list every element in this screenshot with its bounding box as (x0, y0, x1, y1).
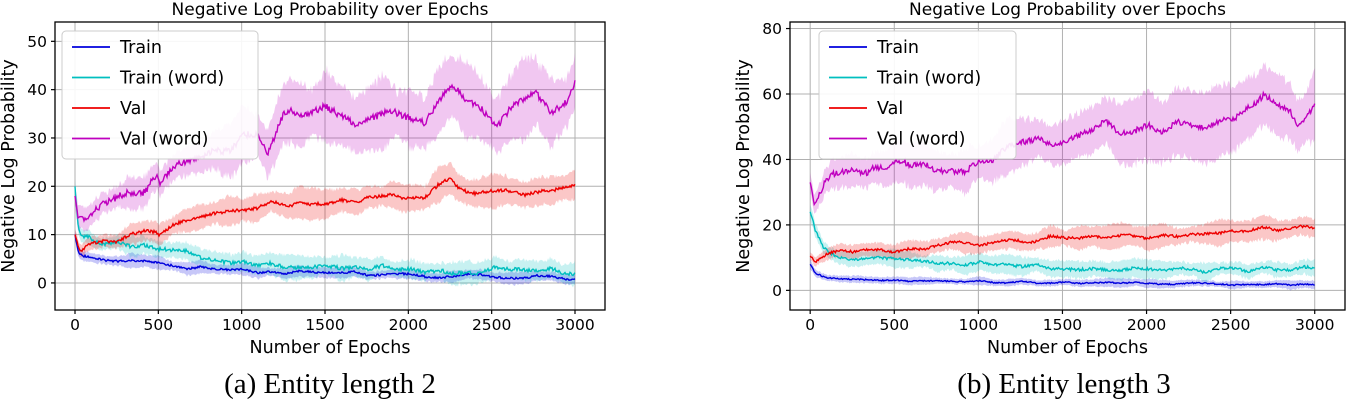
x-tick-label: 2000 (389, 316, 428, 334)
legend: Train Train (word) Val Val (word) (61, 30, 259, 160)
x-tick-label: 2000 (1127, 316, 1166, 334)
band-Val (75, 161, 575, 258)
x-tick-label: 500 (144, 316, 174, 334)
caption-b: (b) Entity length 3 (957, 368, 1171, 400)
line-Train (word) (809, 211, 1315, 275)
axes-frame (54, 21, 606, 311)
x-tick-label: 3000 (555, 316, 594, 334)
x-tick-label: 1000 (222, 316, 261, 334)
axes-frame (789, 21, 1346, 311)
band-Val (word) (810, 62, 1315, 214)
chart-title: Negative Log Probability over Epochs (172, 0, 489, 20)
y-tick-label: 20 (762, 216, 782, 234)
chart-b-svg: 0 500 1000 1500 2000 2500 3000 0 20 40 60 80 Negativ… (734, 0, 1346, 358)
x-tick-label: 2500 (472, 316, 511, 334)
legend-label: Train (119, 38, 162, 58)
y-tick-label: 40 (27, 81, 47, 99)
caption-a: (a) Entity length 2 (224, 368, 436, 400)
plot-area (74, 52, 576, 288)
legend-label: Val (word) (877, 130, 965, 150)
legend-label: Val (word) (120, 130, 208, 150)
x-tick-label: 1500 (305, 316, 344, 334)
line-Val (74, 177, 576, 253)
x-tick-label: 0 (70, 316, 80, 334)
legend-label: Val (120, 99, 146, 119)
line-Train (word) (74, 186, 576, 278)
legend: Train Train (word) Val Val (word) (818, 30, 1017, 160)
y-tick-label: 10 (27, 226, 47, 244)
y-tick-label: 60 (762, 86, 782, 104)
line-Val (word) (809, 90, 1316, 207)
legend-label: Train (word) (876, 69, 981, 89)
chart-panel-a: 0 500 1000 1500 2000 2500 3000 0 10 20 30 40 50 Negat… (0, 0, 680, 416)
y-tick-label: 50 (27, 33, 47, 51)
y-axis-label: Negative Log Probability (734, 59, 754, 272)
x-tick-label: 3000 (1295, 316, 1334, 334)
y-tick-label: 30 (27, 129, 47, 147)
line-Train (809, 263, 1315, 287)
y-axis-label: Negative Log Probability (0, 59, 19, 272)
x-tick-label: 0 (805, 316, 815, 334)
x-tick-label: 1500 (1043, 316, 1082, 334)
band-Val (word) (75, 52, 575, 234)
legend-label: Train (876, 38, 919, 58)
x-tick-label: 500 (879, 316, 909, 334)
chart-a-svg: 0 500 1000 1500 2000 2500 3000 0 10 20 30 40 50 Negat… (0, 0, 606, 358)
y-tick-label: 0 (37, 274, 47, 292)
tick-labels: 0 500 1000 1500 2000 2500 3000 0 10 20 30 40 50 (27, 33, 594, 334)
y-tick-label: 20 (27, 178, 47, 196)
line-Val (809, 224, 1315, 263)
band-Train (word) (75, 179, 575, 288)
x-tick-label: 2500 (1211, 316, 1250, 334)
legend-label: Val (877, 99, 903, 119)
plot-area (809, 62, 1316, 291)
y-tick-label: 40 (762, 151, 782, 169)
line-Train (74, 234, 576, 281)
band-Val (810, 214, 1315, 267)
chart-title: Negative Log Probability over Epochs (909, 0, 1226, 20)
y-tick-label: 0 (772, 282, 782, 300)
x-axis-label: Number of Epochs (987, 338, 1148, 358)
legend-label: Train (word) (119, 69, 224, 89)
tick-labels: 0 500 1000 1500 2000 2500 3000 0 20 40 60 80 (762, 20, 1334, 334)
y-tick-label: 80 (762, 20, 782, 38)
chart-panel-b: 0 500 1000 1500 2000 2500 3000 0 20 40 60 80 Negativ… (685, 0, 1361, 416)
x-tick-label: 1000 (959, 316, 998, 334)
line-Val (word) (74, 80, 576, 224)
x-axis-label: Number of Epochs (250, 338, 411, 358)
